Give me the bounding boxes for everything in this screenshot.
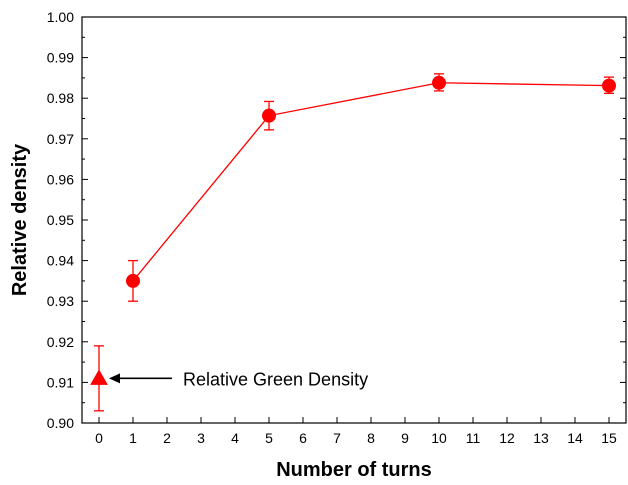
data-point <box>126 273 140 288</box>
x-tick-label: 10 <box>431 430 447 446</box>
x-axis: 0 1 2 3 4 5 6 7 8 9 10 11 12 13 14 15 <box>95 417 617 446</box>
data-point-triangle <box>90 369 108 385</box>
x-tick-label: 9 <box>401 430 409 446</box>
y-tick-label: 0.95 <box>47 212 74 228</box>
y-tick-label: 0.99 <box>47 50 74 66</box>
x-tick-label: 14 <box>567 430 583 446</box>
x-tick-label: 6 <box>299 430 307 446</box>
y-tick-label: 0.93 <box>47 293 74 309</box>
x-tick-label: 5 <box>265 430 273 446</box>
x-tick-label: 1 <box>129 430 137 446</box>
data-series <box>90 73 616 412</box>
y-tick-label: 0.98 <box>47 90 74 106</box>
y-tick-label: 0.90 <box>47 415 74 431</box>
y-tick-label: 0.92 <box>47 334 74 350</box>
x-tick-label: 7 <box>333 430 341 446</box>
annotation-arrow-head <box>109 373 120 384</box>
series-line <box>132 82 610 282</box>
x-tick-label: 12 <box>499 430 515 446</box>
x-tick-label: 4 <box>231 430 239 446</box>
x-tick-label: 0 <box>95 430 103 446</box>
data-point <box>602 78 616 93</box>
x-tick-label: 2 <box>163 430 171 446</box>
x-tick-label: 11 <box>466 430 481 446</box>
data-point <box>262 108 276 123</box>
y-axis: 0.90 0.91 0.92 0.93 0.94 0.95 0.96 0.97 0.98 0.99… <box>47 9 626 431</box>
annotations: Relative Green Density <box>109 369 368 389</box>
x-tick-label: 13 <box>533 430 549 446</box>
y-tick-label: 0.96 <box>47 171 74 187</box>
y-tick-label: 0.97 <box>47 131 74 147</box>
y-tick-label: 1.00 <box>47 9 74 25</box>
y-tick-label: 0.91 <box>47 374 74 390</box>
plot-frame <box>81 16 627 424</box>
x-tick-label: 15 <box>601 430 617 446</box>
y-tick-label: 0.94 <box>47 253 74 269</box>
x-tick-label: 3 <box>197 430 205 446</box>
data-point <box>432 75 446 90</box>
y-axis-title: Relative density <box>9 143 31 296</box>
x-tick-label: 8 <box>367 430 375 446</box>
x-axis-title: Number of turns <box>276 459 432 481</box>
annotation-label: Relative Green Density <box>183 369 368 389</box>
